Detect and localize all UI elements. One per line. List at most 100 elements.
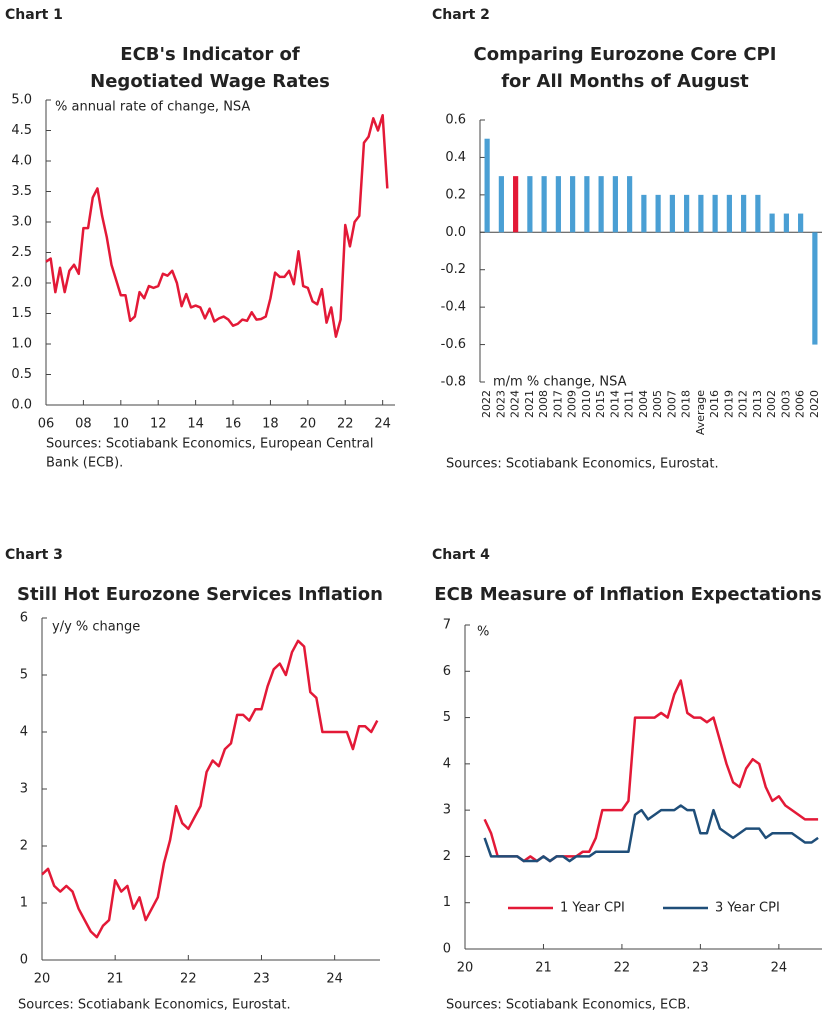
legend-label: 3 Year CPI: [715, 901, 780, 916]
y-tick-label: 3: [20, 782, 28, 797]
y-tick-label: 3: [443, 803, 451, 818]
x-tick-label: 2002: [765, 390, 778, 418]
x-tick-label: 2018: [680, 390, 693, 418]
x-tick-label: 20: [300, 417, 317, 432]
x-tick-label: 2014: [608, 390, 621, 418]
x-tick-label: 2003: [779, 390, 792, 418]
bar: [769, 213, 775, 233]
bar: [598, 176, 604, 233]
axis-note: m/m % change, NSA: [493, 375, 627, 390]
y-tick-label: 1: [20, 896, 28, 911]
x-tick-label: 2015: [594, 390, 607, 418]
x-tick-label: 06: [38, 417, 55, 432]
y-tick-label: 2: [443, 849, 451, 864]
x-tick-label: 23: [692, 961, 709, 976]
x-tick-label: 22: [337, 417, 354, 432]
bar: [669, 194, 675, 233]
y-tick-label: 3.5: [11, 184, 32, 199]
x-tick-label: 2010: [580, 390, 593, 418]
chart-title: Comparing Eurozone Core CPI: [474, 44, 777, 65]
x-tick-label: 10: [113, 417, 130, 432]
y-tick-label: 6: [20, 611, 28, 626]
x-tick-label: 24: [374, 417, 391, 432]
x-tick-label: Average: [694, 390, 707, 435]
x-tick-label: 22: [180, 972, 197, 987]
y-tick-label: 2: [20, 839, 28, 854]
y-tick-label: 5: [443, 710, 451, 725]
x-tick-label: 2022: [480, 390, 493, 418]
y-tick-label: 0.5: [11, 367, 32, 382]
bar: [527, 176, 533, 233]
y-tick-label: 5: [20, 668, 28, 683]
x-tick-label: 20: [457, 961, 474, 976]
chart-title: Still Hot Eurozone Services Inflation: [17, 584, 383, 605]
x-tick-label: 2012: [737, 390, 750, 418]
x-tick-label: 2017: [551, 390, 564, 418]
line: [483, 679, 819, 863]
bar: [570, 176, 576, 233]
x-tick-label: 18: [262, 417, 279, 432]
x-tick-label: 2013: [751, 390, 764, 418]
bar: [498, 176, 504, 233]
y-tick-label: 1.0: [11, 337, 32, 352]
x-tick-label: 14: [187, 417, 204, 432]
x-tick-label: 2024: [509, 390, 522, 418]
line: [483, 804, 819, 863]
bar: [541, 176, 547, 233]
x-tick-label: 2011: [623, 390, 636, 418]
x-tick-label: 2023: [494, 390, 507, 418]
y-tick-label: 1: [443, 895, 451, 910]
y-tick-label: 4.0: [11, 154, 32, 169]
bar: [641, 194, 647, 233]
bar: [698, 194, 704, 233]
chart-title: Negotiated Wage Rates: [90, 71, 330, 92]
y-tick-label: -0.8: [441, 375, 466, 390]
x-tick-label: 20: [34, 972, 51, 987]
y-tick-label: 0: [443, 942, 451, 957]
bar: [684, 194, 690, 233]
x-tick-label: 23: [253, 972, 270, 987]
y-tick-label: 0.2: [445, 187, 466, 202]
bar: [712, 194, 718, 233]
x-tick-label: 2007: [665, 390, 678, 418]
axis-note: % annual rate of change, NSA: [55, 100, 250, 115]
chart-title: for All Months of August: [501, 71, 749, 92]
axis-note: y/y % change: [52, 620, 140, 635]
y-tick-label: 2.5: [11, 245, 32, 260]
source: Bank (ECB).: [46, 456, 123, 471]
bar: [726, 194, 732, 233]
y-tick-label: 4: [20, 725, 28, 740]
y-tick-label: 0.0: [11, 398, 32, 413]
bar: [798, 213, 804, 233]
bar: [513, 176, 519, 233]
x-tick-label: 2005: [651, 390, 664, 418]
bar: [584, 176, 590, 233]
bar: [812, 232, 818, 345]
chart-label: Chart 4: [432, 547, 490, 563]
bar: [555, 176, 561, 233]
x-tick-label: 12: [150, 417, 167, 432]
x-tick-label: 2021: [523, 390, 536, 418]
x-tick-label: 22: [614, 961, 631, 976]
source: Sources: Scotiabank Economics, European …: [46, 437, 373, 452]
bar: [627, 176, 633, 233]
y-tick-label: 1.5: [11, 306, 32, 321]
x-tick-label: 2006: [794, 390, 807, 418]
y-tick-label: 5.0: [11, 93, 32, 108]
y-tick-label: 2.0: [11, 276, 32, 291]
bar: [655, 194, 661, 233]
y-tick-label: 0.6: [445, 113, 466, 128]
x-tick-label: 24: [771, 961, 788, 976]
bar: [783, 213, 789, 233]
x-tick-label: 16: [225, 417, 242, 432]
y-tick-label: 3.0: [11, 215, 32, 230]
legend-label: 1 Year CPI: [560, 901, 625, 916]
x-tick-label: 2016: [708, 390, 721, 418]
line: [41, 639, 379, 939]
y-tick-label: 4: [443, 756, 451, 771]
bar: [755, 194, 761, 233]
y-tick-label: -0.6: [441, 337, 466, 352]
axis-note: %: [477, 625, 489, 640]
source: Sources: Scotiabank Economics, Eurostat.: [446, 457, 719, 472]
